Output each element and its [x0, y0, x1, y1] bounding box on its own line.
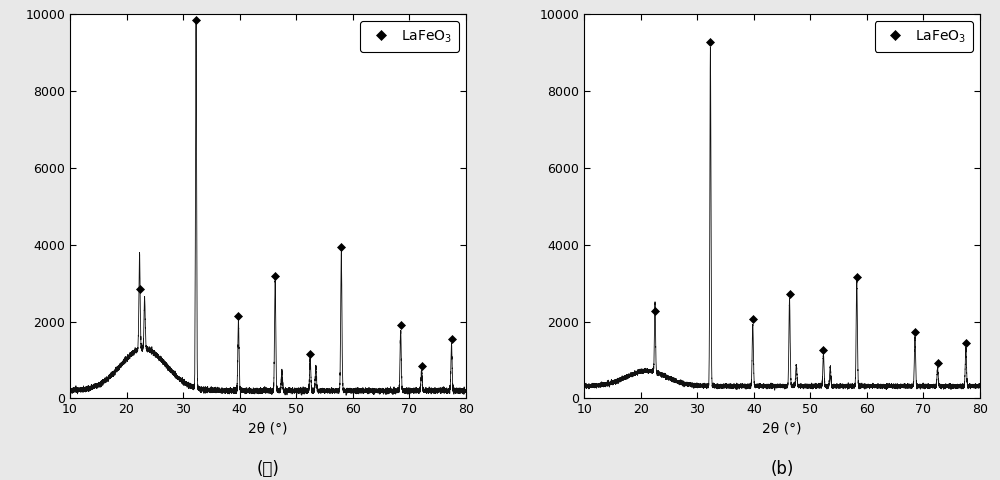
X-axis label: 2θ (°): 2θ (°) [762, 422, 802, 436]
X-axis label: 2θ (°): 2θ (°) [248, 422, 288, 436]
Legend: LaFeO$_3$: LaFeO$_3$ [875, 21, 973, 52]
Text: (b): (b) [770, 460, 794, 478]
Text: (ａ): (ａ) [256, 460, 279, 478]
Legend: LaFeO$_3$: LaFeO$_3$ [360, 21, 459, 52]
